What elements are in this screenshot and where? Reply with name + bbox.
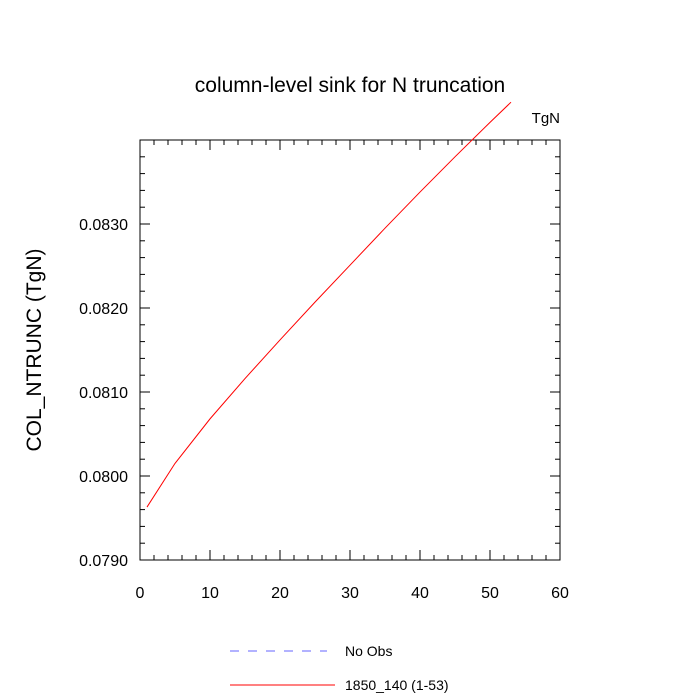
chart-title: column-level sink for N truncation <box>195 74 505 97</box>
legend: No Obs 1850_140 (1-53) <box>230 643 449 693</box>
x-tick-label: 40 <box>411 585 429 602</box>
axis-ticks: 0 10 20 30 40 50 60 0.0790 0.0800 0.0810 0.0820 0.0… <box>79 140 569 602</box>
legend-label: No Obs <box>345 643 392 659</box>
y-tick-label: 0.0800 <box>79 469 128 486</box>
y-tick-label: 0.0830 <box>79 217 128 234</box>
y-tick-label: 0.0810 <box>79 385 128 402</box>
legend-label: 1850_140 (1-53) <box>345 677 449 693</box>
x-tick-label: 50 <box>481 585 499 602</box>
series-line <box>146 101 512 508</box>
x-tick-label: 20 <box>271 585 289 602</box>
x-tick-label: 30 <box>341 585 359 602</box>
y-tick-label: 0.0820 <box>79 301 128 318</box>
series-lines <box>146 101 512 508</box>
y-tick-label: 0.0790 <box>79 553 128 570</box>
y-axis-label: COL_NTRUNC (TgN) <box>23 248 46 451</box>
x-tick-label: 10 <box>201 585 219 602</box>
x-tick-label: 60 <box>551 585 569 602</box>
units-label: TgN <box>532 110 560 127</box>
plot-frame <box>139 139 561 561</box>
x-tick-label: 0 <box>136 585 145 602</box>
